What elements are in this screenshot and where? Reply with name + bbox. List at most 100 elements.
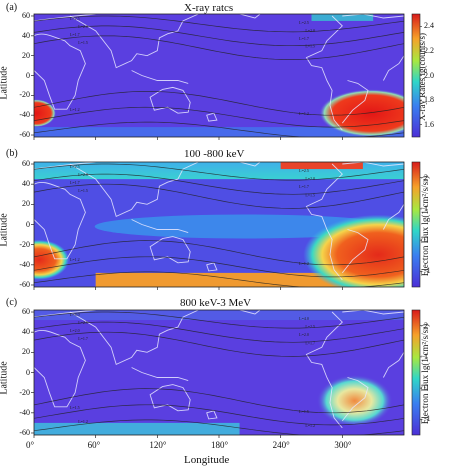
coastline-10 (239, 162, 261, 167)
l-shell-label: L=2.5 (305, 324, 315, 329)
coastline-5 (131, 367, 189, 382)
colorbar-tick-label: 0 (424, 235, 428, 245)
panel-c-title: 800 keV-3 MeV (180, 297, 252, 309)
l-shell-contour-3 (34, 388, 404, 414)
y-tick-label: 20 (22, 50, 30, 60)
l-shell-label: L=2.0 (78, 172, 88, 177)
l-shell-label: L=1.5 (299, 409, 309, 414)
y-tick-label: -40 (19, 110, 30, 120)
colorbar-tick-label: 2 (424, 172, 428, 182)
l-shell-contour-5 (34, 419, 404, 435)
l-shell-label: L=2.0 (299, 332, 309, 337)
l-shell-label: L=1.2 (70, 107, 80, 112)
l-shell-label: L=1.2 (299, 111, 309, 116)
y-tick-label: 60 (22, 307, 30, 317)
coastline-8 (341, 80, 369, 124)
coastline-6 (206, 410, 218, 420)
coastline-6 (206, 112, 218, 122)
colorbar-tick-label: 2 (424, 320, 428, 330)
y-tick-label: 20 (22, 347, 30, 357)
panel-c-letter: (c) (6, 297, 18, 308)
coastline-9 (383, 204, 404, 230)
l-shell-label: L=1.2 (70, 257, 80, 262)
coastline-4 (149, 86, 191, 114)
colorbar-tick-label: 0 (424, 383, 428, 393)
x-tick-label: 60° (87, 440, 101, 450)
l-shell-label: L=2.5 (70, 164, 80, 169)
y-tick-label: 0 (26, 70, 30, 80)
l-shell-contour-0 (34, 15, 404, 33)
y-tick-label: 60 (22, 10, 30, 20)
y-tick-label: -60 (19, 427, 30, 437)
l-shell-contour-1 (34, 173, 404, 195)
l-shell-contour-0 (34, 311, 404, 329)
coastline-2 (34, 33, 86, 110)
y-tick-label: 0 (26, 219, 30, 229)
l-shell-label: L=2.5 (299, 20, 309, 25)
southern-band (34, 422, 240, 435)
y-tick-label: -40 (19, 259, 30, 269)
colorbar (411, 309, 421, 436)
y-tick-label: 0 (26, 367, 30, 377)
l-shell-label: L=1.7 (78, 336, 88, 341)
heatmap-panel-a: L=2.5 L=2.5 L=2.0 L=2.0 L=1.7 L=1.7 L=1.5 L=1.5… (31, 13, 422, 140)
y-tick-label: 20 (22, 199, 30, 209)
l-shell-label: L=1.5 (78, 40, 88, 45)
coastline-10 (239, 310, 261, 315)
x-tick-label: 300° (334, 440, 352, 450)
panel-plot-area: L=2.5 L=2.5 L=2.0 L=2.0 L=1.7 L=1.7 L=1.5 L=1.5… (34, 14, 404, 137)
l-shell-label: L=1.5 (305, 44, 315, 49)
hotspot-saa (316, 374, 393, 427)
colorbar-tick-label: 1 (424, 351, 428, 361)
l-shell-contour-5 (34, 271, 404, 287)
coastline-9 (383, 352, 404, 378)
coastline-6 (206, 262, 218, 272)
coastline-0 (342, 310, 404, 315)
y-tick-label: -20 (19, 90, 30, 100)
y-tick-label: -40 (19, 407, 30, 417)
l-shell-label: L=1.5 (305, 192, 315, 197)
l-shell-contour-3 (34, 91, 404, 116)
l-shell-label: L=1.7 (299, 36, 309, 41)
l-shell-contour-2 (34, 331, 404, 357)
l-shell-contour-1 (34, 321, 404, 343)
l-shell-label: L=1.7 (70, 32, 80, 37)
colorbar-tick-label: -1 (424, 266, 431, 276)
l-shell-contour-2 (34, 35, 404, 60)
coastline-3 (69, 162, 199, 218)
l-shell-label: L=1.5 (70, 405, 80, 410)
northern-zone (311, 14, 374, 21)
l-shell-label: L=2.5 (299, 168, 309, 173)
x-tick-label: 180° (211, 440, 229, 450)
panel-b-title: 100 -800 keV (184, 148, 245, 160)
colorbar-tick-label: 2.4 (424, 21, 434, 31)
l-shell-contour-4 (34, 404, 404, 426)
y-tick-label: -20 (19, 239, 30, 249)
coastline-9 (383, 55, 404, 81)
l-shell-label: L=2.0 (70, 328, 80, 333)
coastline-7 (305, 163, 343, 281)
coastline-2 (34, 329, 86, 408)
colorbar-tick-label: 1.6 (424, 119, 434, 129)
x-tick-label: 240° (272, 440, 290, 450)
coastline-2 (34, 181, 86, 260)
colorbar-tick-label: 1 (424, 203, 428, 213)
l-shell-label: L=2.5 (70, 16, 80, 21)
l-shell-label: L=2.5 (78, 320, 88, 325)
y-tick-label: 60 (22, 159, 30, 169)
colorbar-tick-label: 1.8 (424, 95, 434, 105)
y-tick-label: -60 (19, 279, 30, 289)
coastline-7 (305, 311, 343, 429)
coastline-3 (69, 14, 199, 69)
coastline-5 (131, 70, 189, 84)
panel-a-title: X-ray ratcs (184, 2, 234, 14)
l-shell-contour-4 (34, 256, 404, 278)
panel-plot-area: L=4.0 L=4.0 L=2.5 L=2.5 L=2.0 L=2.0 L=1.7 L=1.7… (34, 310, 404, 435)
southern-band (34, 127, 404, 137)
hotspot-saa (319, 89, 404, 137)
hotspot-west (34, 239, 70, 280)
y-tick-label: 40 (22, 327, 30, 337)
coastline-0 (342, 162, 404, 167)
coastline-4 (149, 384, 191, 412)
coastline-8 (341, 377, 369, 422)
